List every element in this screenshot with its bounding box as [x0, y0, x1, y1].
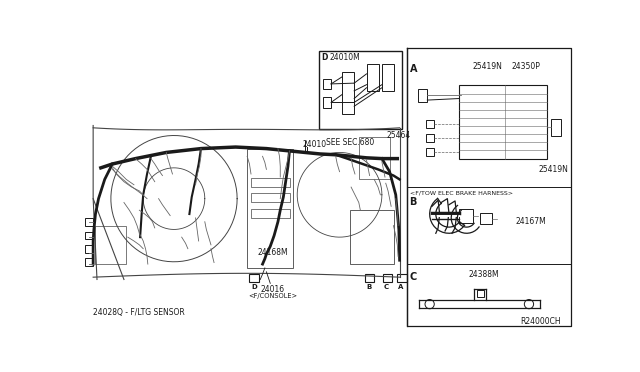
Bar: [247, 148, 293, 268]
Text: D: D: [252, 284, 257, 290]
Bar: [459, 209, 473, 223]
Bar: [342, 71, 354, 114]
Text: B: B: [366, 284, 371, 290]
Text: 24010: 24010: [303, 140, 326, 149]
Bar: [382, 64, 394, 91]
Text: C: C: [410, 272, 417, 282]
Bar: [95, 225, 126, 264]
Bar: [426, 120, 435, 128]
Text: 24010M: 24010M: [330, 53, 360, 62]
Bar: [477, 290, 484, 297]
Bar: [349, 210, 394, 264]
Bar: [251, 209, 289, 218]
Bar: [365, 274, 374, 282]
Text: 25464: 25464: [387, 131, 411, 140]
Bar: [86, 245, 93, 253]
Bar: [251, 193, 289, 202]
Bar: [250, 274, 259, 282]
Text: <F/CONSOLE>: <F/CONSOLE>: [248, 294, 297, 299]
Text: 24016: 24016: [260, 285, 285, 294]
Bar: [480, 213, 492, 224]
Bar: [550, 119, 561, 135]
Bar: [323, 97, 331, 108]
Bar: [426, 134, 435, 142]
Text: R24000CH: R24000CH: [520, 317, 561, 326]
Text: D: D: [321, 53, 328, 62]
Text: 24388M: 24388M: [469, 270, 500, 279]
Text: C: C: [384, 284, 389, 290]
Text: 24350P: 24350P: [511, 62, 540, 71]
Text: A: A: [399, 284, 404, 290]
Bar: [251, 178, 289, 187]
Text: A: A: [410, 64, 417, 74]
Bar: [319, 51, 402, 129]
Bar: [359, 137, 390, 179]
Text: 24167M: 24167M: [515, 217, 546, 226]
Bar: [86, 232, 93, 240]
Text: 24168M: 24168M: [257, 248, 288, 257]
Bar: [367, 64, 379, 91]
Bar: [86, 218, 93, 225]
Bar: [397, 274, 406, 282]
Bar: [383, 274, 392, 282]
Text: 25419N: 25419N: [538, 165, 568, 174]
Text: <F/TOW ELEC BRAKE HARNESS>: <F/TOW ELEC BRAKE HARNESS>: [410, 191, 513, 196]
Text: 24028Q - F/LTG SENSOR: 24028Q - F/LTG SENSOR: [93, 308, 185, 317]
Text: 25419N: 25419N: [473, 62, 502, 71]
Bar: [323, 78, 331, 89]
Bar: [426, 148, 435, 155]
Bar: [86, 258, 93, 266]
Text: SEE SEC.680: SEE SEC.680: [326, 138, 374, 147]
Text: B: B: [410, 197, 417, 207]
Bar: [418, 89, 428, 102]
Bar: [459, 86, 547, 158]
